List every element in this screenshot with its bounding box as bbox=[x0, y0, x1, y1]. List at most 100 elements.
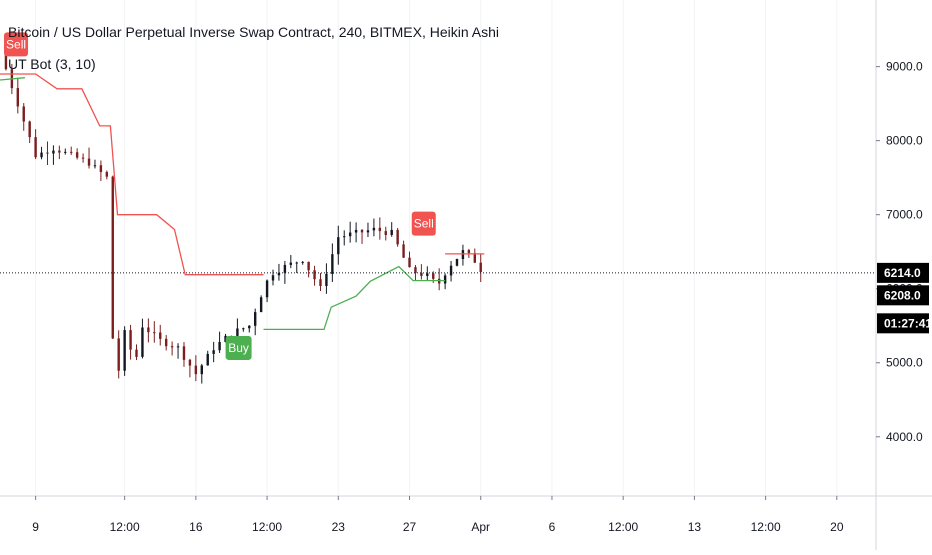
stop-value-tag: 6208.0 bbox=[884, 288, 921, 302]
candle-body bbox=[206, 353, 209, 366]
candle-body bbox=[93, 165, 97, 167]
sell-signal-label bbox=[411, 211, 436, 236]
candle-body bbox=[289, 262, 293, 265]
stop-value-tag-bg bbox=[877, 285, 929, 306]
candle-body bbox=[378, 227, 382, 232]
candle-body bbox=[313, 270, 316, 280]
indicator-legend[interactable]: UT Bot (3, 10) bbox=[8, 56, 96, 72]
x-tick-label: 12:00 bbox=[110, 520, 140, 534]
candle-body bbox=[248, 325, 251, 329]
candle-body bbox=[218, 341, 221, 351]
candle-body bbox=[170, 346, 174, 348]
candle-body bbox=[236, 328, 239, 336]
candle-body bbox=[224, 335, 227, 342]
candle-body bbox=[354, 229, 358, 233]
last-price-tag: 6214.0 bbox=[884, 266, 921, 280]
candle-body bbox=[331, 254, 334, 274]
candle-body bbox=[242, 328, 245, 330]
candle-body bbox=[396, 229, 399, 245]
candle-body bbox=[426, 273, 429, 276]
candle-body bbox=[408, 257, 411, 268]
y-tick-label: 9000.0 bbox=[886, 60, 923, 74]
candle-body bbox=[301, 261, 304, 263]
trailing-stop-line bbox=[263, 265, 446, 331]
sell-signal-text: Sell bbox=[414, 217, 434, 231]
x-tick-label: 9 bbox=[32, 520, 39, 534]
y-tick-label: 5000.0 bbox=[886, 356, 923, 370]
candle-body bbox=[111, 176, 114, 339]
candle-body bbox=[343, 236, 346, 238]
last-price-tag-bg bbox=[877, 262, 929, 283]
candle-body bbox=[129, 330, 132, 350]
candle-body bbox=[467, 250, 471, 254]
x-tick-label: 27 bbox=[403, 520, 417, 534]
candle-body bbox=[105, 172, 109, 177]
candle-body bbox=[40, 152, 43, 158]
candle-body bbox=[188, 359, 192, 366]
sell-signal-text: Sell bbox=[6, 37, 26, 51]
candle-body bbox=[414, 267, 417, 273]
candle-body bbox=[390, 229, 393, 235]
candle-body bbox=[70, 151, 73, 153]
candle-body bbox=[212, 350, 215, 354]
candle-body bbox=[254, 312, 257, 326]
candle-body bbox=[473, 253, 476, 263]
candle-body bbox=[99, 165, 103, 173]
candle-body bbox=[147, 327, 150, 333]
countdown-tag-bg bbox=[877, 313, 929, 334]
candle-body bbox=[307, 261, 310, 271]
candle-body bbox=[265, 280, 269, 298]
buy-signal-text: Buy bbox=[228, 341, 249, 355]
x-tick-label: 12:00 bbox=[252, 520, 282, 534]
candle-body bbox=[348, 232, 352, 237]
candle-body bbox=[259, 297, 263, 313]
y-tick-label: 7000.0 bbox=[886, 208, 923, 222]
candle-body bbox=[117, 338, 120, 371]
y-tick-label: 4000.0 bbox=[886, 430, 923, 444]
x-tick-label: 20 bbox=[830, 520, 844, 534]
candle-body bbox=[123, 330, 126, 371]
candle-body bbox=[337, 237, 340, 255]
candle-body bbox=[271, 275, 275, 281]
x-tick-label: 23 bbox=[332, 520, 346, 534]
candle-body bbox=[443, 275, 447, 284]
candle-body bbox=[164, 338, 168, 347]
candle-body bbox=[159, 332, 162, 339]
candle-body bbox=[52, 150, 55, 154]
x-tick-label: Apr bbox=[471, 520, 490, 534]
candle-body bbox=[46, 152, 49, 154]
candle-body bbox=[449, 265, 453, 276]
candle-body bbox=[277, 272, 281, 276]
buy-signal-label bbox=[225, 335, 252, 360]
x-tick-label: 12:00 bbox=[608, 520, 638, 534]
candle-body bbox=[420, 272, 423, 276]
candle-body bbox=[366, 230, 370, 233]
candle-body bbox=[432, 273, 435, 279]
candle-body bbox=[295, 262, 298, 264]
candle-body bbox=[283, 264, 287, 273]
candle-body bbox=[455, 258, 459, 266]
x-tick-label: 13 bbox=[688, 520, 702, 534]
x-tick-label: 12:00 bbox=[751, 520, 781, 534]
trailing-stop-line bbox=[0, 73, 264, 276]
candle-body bbox=[182, 346, 186, 360]
candle-body bbox=[75, 152, 79, 158]
candle-body bbox=[479, 262, 482, 272]
candle-body bbox=[176, 346, 180, 348]
candle-body bbox=[200, 365, 203, 375]
chart-title: Bitcoin / US Dollar Perpetual Inverse Sw… bbox=[8, 24, 499, 40]
x-tick-label: 16 bbox=[189, 520, 203, 534]
candle-body bbox=[58, 150, 61, 153]
candle-body bbox=[153, 332, 156, 334]
candle-body bbox=[16, 88, 20, 107]
y-tick-label: 8000.0 bbox=[886, 134, 923, 148]
candle-body bbox=[384, 231, 387, 235]
candle-body bbox=[319, 279, 322, 287]
candle-body bbox=[325, 273, 328, 287]
candle-body bbox=[87, 158, 91, 166]
candle-body bbox=[64, 151, 67, 153]
sell-signal-label bbox=[4, 32, 29, 57]
countdown-tag: 01:27:41 bbox=[884, 316, 932, 330]
